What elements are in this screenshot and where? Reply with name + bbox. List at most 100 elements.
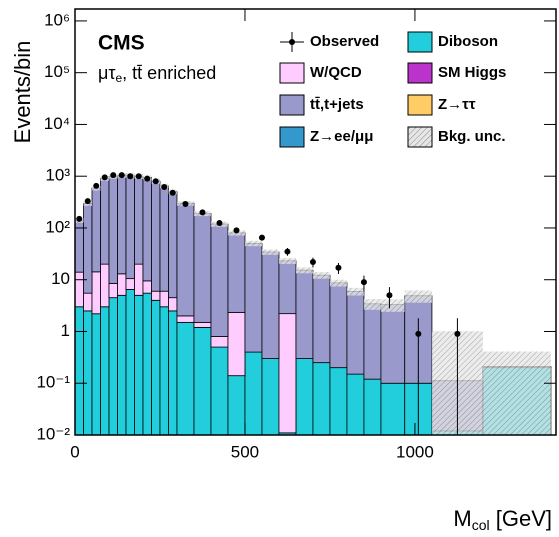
- histogram-bar: [210, 336, 229, 348]
- histogram-bar: [261, 358, 280, 435]
- histogram-bar: [151, 180, 161, 292]
- x-axis-label: Mcol [GeV]: [453, 506, 552, 533]
- histogram-bar: [108, 282, 118, 299]
- legend-label: SM Higgs: [438, 64, 506, 81]
- legend-label: Z→ee/μμ: [310, 128, 373, 145]
- experiment-label: CMS: [98, 32, 145, 55]
- histogram-bar: [278, 313, 297, 434]
- legend-label: Z→ττ: [438, 96, 476, 113]
- histogram-bar: [193, 213, 212, 323]
- histogram-bar: [108, 175, 118, 284]
- x-label-main: M: [453, 506, 471, 531]
- data-point: [161, 183, 168, 190]
- histogram-bar: [227, 375, 246, 435]
- data-point: [144, 175, 151, 182]
- legend-swatch: [407, 62, 433, 84]
- data-point: [84, 198, 91, 205]
- legend-swatch: [279, 126, 305, 148]
- y-axis-label: Events/bin: [10, 41, 35, 144]
- histogram-bar: [168, 297, 178, 312]
- y-tick-label: 1: [61, 321, 70, 340]
- channel: μτ: [98, 63, 115, 83]
- legend-swatch: [279, 62, 305, 84]
- histogram-bar: [312, 362, 331, 435]
- histogram-bar: [244, 351, 263, 435]
- histogram-bar: [117, 174, 127, 275]
- histogram-bar: [278, 260, 297, 315]
- histogram-bar: [151, 290, 161, 301]
- y-tick-label: 10⁻¹: [36, 373, 70, 392]
- histogram-bar: [108, 297, 118, 435]
- legend-label: W/QCD: [310, 64, 362, 81]
- axes: 10⁻² 10⁻¹ 1 10 10² 10³ 10⁴ 10⁵ 10⁶ 0 500 1000: [36, 9, 556, 461]
- y-tick-label: 10: [51, 269, 70, 288]
- histogram-bar: [431, 430, 484, 435]
- plot-area: [75, 172, 552, 435]
- histogram-bar: [134, 175, 144, 265]
- data-point: [169, 189, 176, 196]
- histogram-bar: [329, 367, 348, 435]
- uncertainty-band: [346, 287, 364, 296]
- histogram-bar: [329, 282, 348, 369]
- channel-label: μτe, tt̄ enriched: [98, 63, 216, 85]
- histogram-bar: [261, 251, 280, 359]
- histogram-bar: [227, 232, 246, 313]
- x-label-rest: [GeV]: [490, 506, 552, 531]
- uncertainty-band: [380, 299, 405, 312]
- uncertainty-band: [261, 249, 279, 255]
- y-tick-label: 10³: [45, 166, 70, 185]
- data-point: [76, 215, 83, 222]
- histogram-bar: [151, 299, 161, 435]
- data-point: [182, 201, 189, 208]
- data-point: [93, 182, 100, 189]
- histogram-bar: [125, 289, 135, 435]
- legend-swatch: [407, 31, 433, 53]
- histogram-bar: [176, 202, 195, 317]
- histogram-bar: [117, 273, 127, 296]
- histogram-bar: [83, 310, 93, 435]
- uncertainty-band: [244, 240, 262, 247]
- data-point: [101, 174, 108, 181]
- histogram-bar: [134, 263, 144, 296]
- data-point: [284, 248, 291, 255]
- histogram-bar: [117, 294, 127, 435]
- data-point: [386, 292, 393, 299]
- histogram-bar: [75, 271, 84, 308]
- data-point: [152, 178, 159, 185]
- data-point: [360, 279, 367, 286]
- histogram-bar: [159, 306, 169, 435]
- histogram-bar: [363, 378, 382, 435]
- histogram-bar: [125, 278, 135, 290]
- histogram-bar: [295, 358, 314, 435]
- histogram-bar: [91, 271, 101, 315]
- histogram-bar: [193, 326, 212, 435]
- histogram-bar: [380, 382, 406, 435]
- y-tick-label: 10⁵: [44, 62, 70, 81]
- histogram-bar: [100, 306, 110, 435]
- x-tick-label: 0: [70, 442, 79, 461]
- histogram-bar: [168, 310, 178, 435]
- uncertainty-band: [363, 299, 381, 310]
- histogram-bar: [142, 176, 152, 282]
- data-point: [127, 173, 134, 180]
- frame: [74, 8, 557, 436]
- data-point: [110, 172, 117, 179]
- uncertainty-band: [404, 290, 432, 303]
- data-point: [454, 330, 461, 337]
- y-tick-label: 10⁻²: [36, 424, 70, 443]
- histogram-bar: [100, 178, 110, 265]
- histogram-bar: [227, 311, 246, 377]
- histogram-bar: [363, 303, 382, 380]
- legend-label: Observed: [310, 33, 379, 50]
- histogram-bar: [295, 269, 314, 359]
- histogram-bar: [142, 292, 152, 435]
- x-label-sub: col: [472, 517, 490, 533]
- legend-marker: [289, 39, 295, 45]
- data-point: [216, 219, 223, 226]
- y-tick-label: 10⁴: [44, 114, 70, 133]
- histogram-bar: [380, 304, 406, 384]
- uncertainty-band: [278, 258, 296, 264]
- histogram-bar: [193, 321, 212, 328]
- data-point: [118, 172, 125, 179]
